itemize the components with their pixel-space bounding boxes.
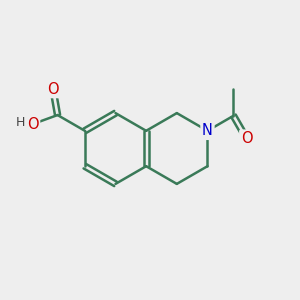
Text: O: O: [47, 82, 59, 97]
Text: O: O: [27, 117, 39, 132]
Text: H: H: [16, 116, 25, 129]
Text: O: O: [241, 131, 253, 146]
Text: N: N: [202, 123, 213, 138]
